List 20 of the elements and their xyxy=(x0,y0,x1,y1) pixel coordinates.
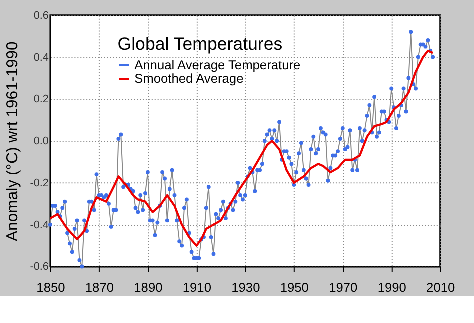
x-tick-label: 1950 xyxy=(280,280,309,295)
x-tick-label: 1970 xyxy=(329,280,358,295)
legend-label: Annual Average Temperature xyxy=(134,57,301,72)
y-tick-label: 0.4 xyxy=(34,52,49,64)
y-axis-title: Anomaly (°C) wrt 1961-1990 xyxy=(4,41,22,242)
y-tick-label: -0.4 xyxy=(30,219,49,232)
y-tick-label: 0.6 xyxy=(34,10,49,22)
y-tick-label: 0.0 xyxy=(34,136,49,148)
x-tick-label: 1850 xyxy=(36,280,66,295)
text: Global Temperatures xyxy=(118,34,283,54)
x-tick-label: 2010 xyxy=(426,280,456,295)
legend-label: Smoothed Average xyxy=(134,71,244,86)
x-tick-label: 1890 xyxy=(134,280,163,295)
y-tick-label: -0.6 xyxy=(30,261,49,274)
x-tick-label: 1990 xyxy=(378,280,406,295)
x-tick-label: 1930 xyxy=(232,280,260,295)
y-tick-label: -0.2 xyxy=(30,177,49,190)
x-tick-label: 1910 xyxy=(182,280,212,295)
y-tick-label: 0.2 xyxy=(34,94,49,106)
x-tick-label: 1870 xyxy=(85,280,114,295)
